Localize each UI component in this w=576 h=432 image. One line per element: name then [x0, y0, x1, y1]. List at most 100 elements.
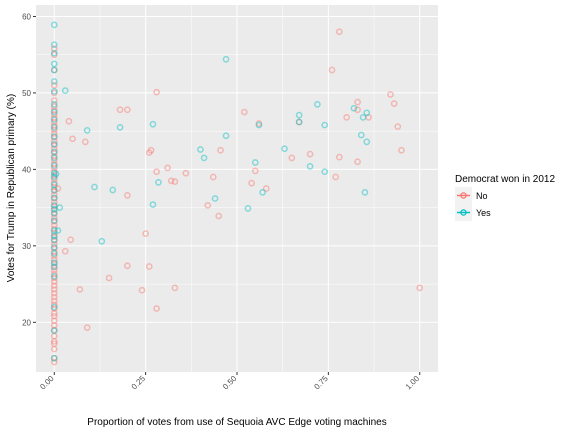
data-point-no	[153, 168, 160, 176]
data-point-no	[398, 146, 405, 154]
data-point-yes	[197, 146, 204, 153]
data-point-no	[416, 284, 424, 292]
legend: Democrat won in 2012 No Yes	[455, 174, 555, 221]
data-point-no	[54, 185, 62, 192]
data-point-no	[50, 297, 58, 305]
data-point-no	[354, 98, 361, 106]
data-point-yes	[50, 273, 58, 280]
legend-key-marker-yes	[460, 209, 467, 216]
data-point-no	[124, 262, 131, 270]
data-point-yes	[83, 127, 91, 134]
data-point-no	[171, 284, 179, 292]
data-point-no	[50, 214, 58, 221]
data-point-no	[50, 332, 58, 340]
data-point-no	[50, 289, 58, 297]
data-point-yes	[281, 145, 288, 153]
data-point-yes	[50, 133, 58, 140]
x-tick-label: 0.25	[130, 374, 148, 392]
data-point-no	[50, 172, 58, 179]
data-point-no	[387, 91, 394, 98]
data-point-no	[50, 305, 58, 312]
y-tick-label: 50	[22, 89, 31, 98]
data-point-no	[105, 274, 113, 282]
data-point-yes	[321, 168, 329, 176]
data-point-no	[354, 158, 361, 166]
data-point-yes	[50, 186, 58, 194]
data-point-no	[50, 89, 58, 97]
data-point-no	[50, 301, 58, 309]
data-point-no	[215, 212, 223, 220]
data-point-no	[50, 354, 58, 362]
grid-major	[36, 5, 438, 372]
data-point-no	[335, 153, 343, 161]
x-tick-label: 0.50	[221, 374, 239, 392]
data-point-no	[65, 117, 73, 125]
data-point-no	[354, 106, 361, 114]
data-point-no	[153, 305, 160, 312]
y-tick-label: 40	[22, 165, 31, 174]
data-point-no	[50, 237, 58, 244]
data-point-no	[50, 240, 58, 248]
data-point-no	[328, 66, 336, 74]
data-point-no	[50, 97, 58, 104]
data-point-yes	[50, 259, 58, 267]
data-point-no	[204, 201, 212, 209]
data-point-no	[50, 160, 58, 168]
data-point-yes	[50, 88, 58, 95]
data-point-yes	[50, 116, 58, 124]
data-point-no	[365, 114, 372, 121]
data-point-yes	[61, 87, 69, 94]
data-point-yes	[50, 41, 58, 49]
data-point-no	[116, 106, 124, 114]
data-point-yes	[50, 162, 58, 169]
data-point-no	[50, 133, 58, 141]
data-point-yes	[295, 111, 303, 119]
x-tick-label: 0.00	[38, 374, 56, 392]
data-point-yes	[50, 194, 58, 202]
data-point-no	[50, 322, 58, 329]
data-point-no	[50, 45, 58, 52]
data-point-yes	[50, 49, 58, 57]
data-point-no	[50, 260, 58, 267]
data-point-yes	[149, 201, 157, 208]
data-point-no	[69, 135, 76, 143]
data-point-no	[295, 118, 303, 126]
data-point-no	[50, 358, 58, 366]
x-axis-title: Proportion of votes from use of Sequoia …	[87, 417, 386, 428]
data-point-no	[50, 345, 58, 353]
data-point-yes	[50, 354, 58, 362]
data-point-no	[390, 100, 398, 107]
data-point-no	[50, 256, 58, 263]
legend-label-no: No	[476, 191, 488, 201]
data-point-no	[147, 146, 155, 154]
data-point-yes	[109, 186, 117, 194]
data-point-yes	[50, 263, 58, 270]
data-point-yes	[50, 123, 58, 131]
data-point-no	[248, 179, 255, 187]
data-point-no	[50, 51, 58, 59]
data-point-no	[255, 120, 263, 127]
data-point-no	[50, 218, 58, 225]
data-point-no	[50, 248, 58, 256]
data-point-yes	[259, 188, 266, 196]
data-point-yes	[314, 101, 321, 108]
data-point-no	[50, 175, 58, 183]
data-point-yes	[50, 60, 58, 68]
data-point-yes	[50, 303, 58, 311]
data-point-no	[167, 177, 175, 185]
data-point-yes	[50, 236, 58, 244]
data-point-yes	[50, 66, 58, 74]
data-point-no	[50, 274, 58, 282]
x-tick-label: 1.00	[404, 374, 422, 392]
legend-key-marker-no	[460, 192, 467, 199]
data-point-no	[262, 185, 270, 192]
data-point-no	[50, 270, 58, 278]
legend-title: Democrat won in 2012	[455, 174, 555, 185]
data-point-no	[50, 168, 58, 176]
data-point-no	[50, 145, 58, 153]
data-point-yes	[321, 121, 329, 129]
data-point-no	[50, 149, 58, 156]
data-point-yes	[363, 138, 371, 146]
data-point-yes	[54, 227, 62, 234]
data-point-yes	[50, 140, 58, 148]
